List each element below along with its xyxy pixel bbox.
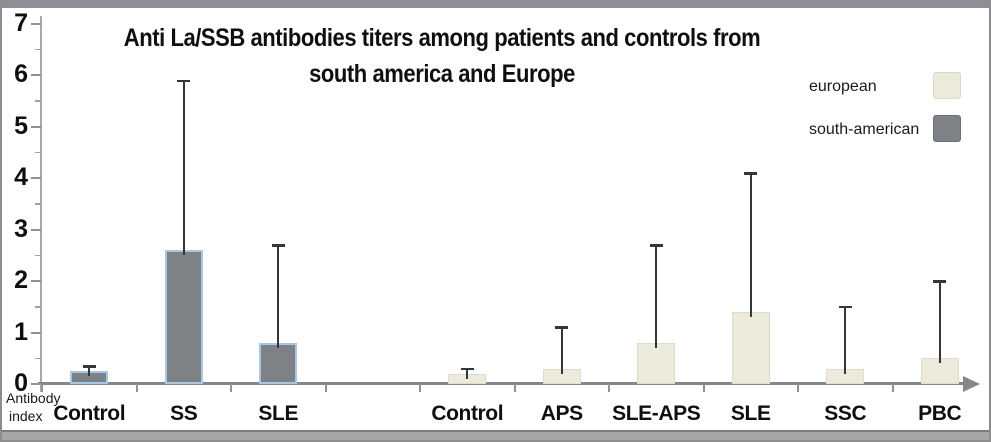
x-category-label: PBC [918,402,962,425]
y-axis-caption-line2: index [9,408,43,424]
error-bar-cap [460,367,474,371]
legend-swatch-south-american-icon [933,115,961,142]
legend-label-european: european [809,78,877,95]
error-bar-cap [177,79,191,83]
y-tick-label: 5 [14,111,28,140]
error-bar [560,327,563,374]
error-bar [182,80,185,256]
bar-sle-aps-european [637,342,676,384]
bottom-border-strip [2,430,989,440]
y-axis-minor-tick [35,254,41,257]
error-bar-cap [838,305,852,309]
y-axis-tick [31,177,41,180]
chart-title: Anti La/SSB antibodies titers among pati… [108,20,777,92]
x-category-label: Control [431,402,504,425]
y-axis-minor-tick [35,151,41,154]
error-bar-cap [82,365,96,368]
x-category-label: APS [540,402,583,425]
y-tick-label: 7 [14,9,28,37]
y-axis-minor-tick [35,48,41,51]
y-axis-minor-tick [35,100,41,102]
y-tick-label: 6 [14,60,28,89]
error-bar [466,368,469,379]
x-axis-tick [891,384,894,392]
y-axis-caption-line1: Antibody [6,390,61,406]
y-axis-minor-tick [35,357,41,360]
x-axis-tick [513,384,516,392]
y-tick-label: 1 [14,317,28,346]
y-tick-label: 4 [14,163,28,192]
y-axis-tick [31,23,41,25]
y-axis-tick [31,125,41,128]
error-bar-cap [933,280,947,283]
x-axis-arrow-icon [963,375,980,392]
x-category-label: Control [53,402,126,425]
x-axis-tick [230,384,232,392]
chart-title-line2: south america and Europe [309,60,575,88]
error-bar-cap [744,172,758,175]
y-axis-tick [31,331,41,334]
error-bar [277,245,280,348]
x-axis-line [38,382,966,385]
top-border-strip [2,2,989,8]
error-bar-cap [649,244,663,247]
x-category-label: SLE-APS [612,402,701,425]
error-bar [749,173,752,317]
error-bar [844,306,847,374]
y-tick-label: 3 [14,214,28,243]
y-tick-label: 2 [14,266,28,295]
legend: european south-american [802,72,974,156]
bar-sle-european [731,312,770,384]
x-axis-tick [419,384,421,392]
error-bar [655,245,658,348]
error-bar-cap [271,244,285,247]
error-bar-cap [555,326,569,329]
x-axis-tick [608,384,610,392]
x-category-label: SSC [824,402,867,425]
y-axis-minor-tick [35,203,41,205]
error-bar [88,366,91,377]
legend-swatch-european-icon [933,72,961,99]
y-axis-tick [31,383,41,385]
bar-ss-south-american [164,250,203,384]
x-axis-tick [135,384,138,392]
legend-label-south-american: south-american [809,121,920,138]
x-category-label: SLE [730,402,771,425]
x-category-label: SLE [258,402,299,425]
x-axis-tick [41,384,43,392]
y-axis-line [40,16,42,392]
x-category-label: SS [170,402,198,425]
y-tick-label: 0 [14,369,28,397]
x-axis-tick [797,384,799,392]
bar-sle-south-american [259,342,298,384]
error-bar [938,281,941,364]
y-axis-tick [31,280,41,283]
y-axis-minor-tick [35,306,41,308]
y-axis-tick [31,228,41,231]
y-axis-tick [31,74,41,77]
chart-title-line1: Anti La/SSB antibodies titers among pati… [123,24,761,52]
x-axis-tick [324,384,327,392]
x-axis-tick [702,384,705,392]
